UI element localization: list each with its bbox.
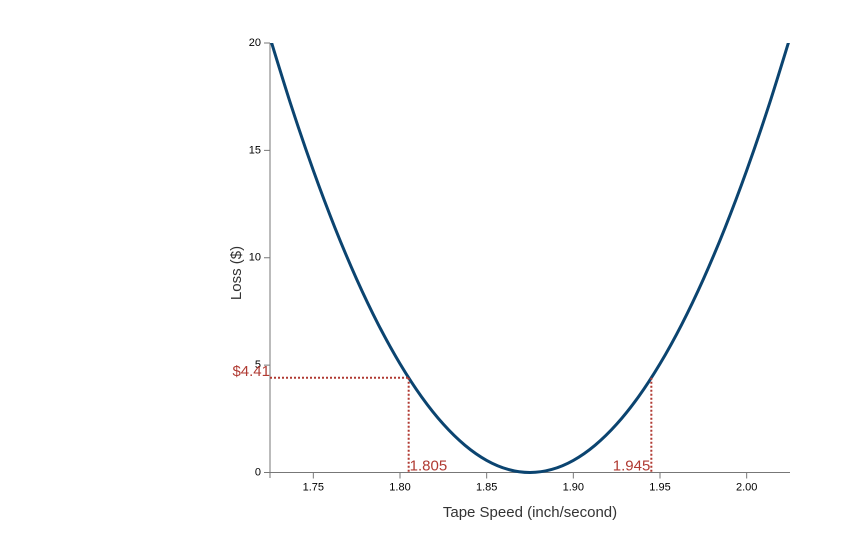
x-tick-label: 1.85 bbox=[476, 481, 497, 493]
y-tick-label: 0 bbox=[255, 466, 261, 478]
y-tick-label: 5 bbox=[255, 359, 261, 371]
spec-limit-label: 1.805 bbox=[410, 457, 448, 474]
x-tick-label: 1.95 bbox=[649, 481, 670, 493]
y-tick-label: 15 bbox=[249, 144, 261, 156]
x-axis-label: Tape Speed (inch/second) bbox=[443, 504, 617, 521]
y-tick-label: 20 bbox=[249, 37, 261, 49]
y-tick-label: 10 bbox=[249, 252, 261, 264]
spec-limit-label: 1.945 bbox=[613, 457, 651, 474]
loss-label: $4.41 bbox=[232, 363, 270, 380]
x-tick-label: 1.90 bbox=[563, 481, 584, 493]
x-tick-label: 2.00 bbox=[736, 481, 757, 493]
x-tick-label: 1.75 bbox=[303, 481, 324, 493]
loss-curve bbox=[270, 43, 790, 475]
x-tick-label: 1.80 bbox=[389, 481, 410, 493]
y-axis-label: Loss ($) bbox=[228, 246, 245, 300]
